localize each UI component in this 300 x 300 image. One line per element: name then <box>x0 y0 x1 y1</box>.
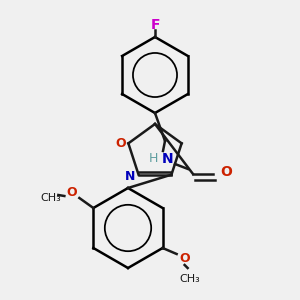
Text: N: N <box>125 170 136 183</box>
Text: N: N <box>162 152 174 166</box>
Text: H: H <box>148 152 158 166</box>
Text: O: O <box>115 137 126 150</box>
Text: F: F <box>150 18 160 32</box>
Text: CH₃: CH₃ <box>179 274 200 284</box>
Text: CH₃: CH₃ <box>40 193 61 203</box>
Text: O: O <box>66 187 77 200</box>
Text: O: O <box>220 165 232 179</box>
Text: O: O <box>179 251 190 265</box>
